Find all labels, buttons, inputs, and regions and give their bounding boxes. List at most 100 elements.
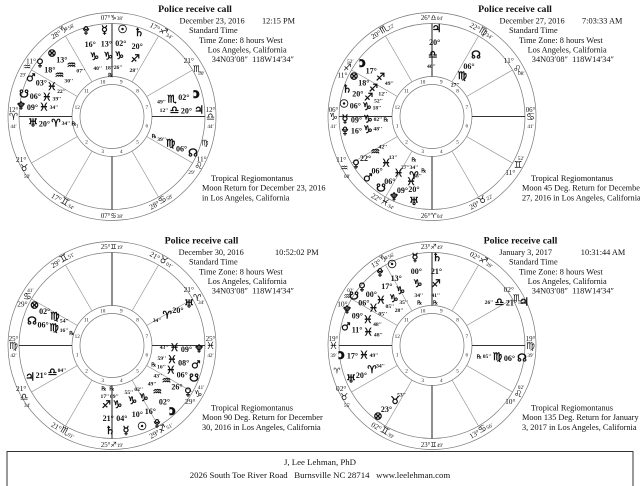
svg-text:13'′: 13'′	[389, 155, 398, 161]
svg-text:Standard Time: Standard Time	[189, 257, 238, 266]
svg-text:19°: 19°	[526, 336, 536, 343]
svg-text:7: 7	[466, 334, 469, 340]
svg-text:11°: 11°	[504, 56, 514, 65]
svg-text:♏︎: ♏︎	[193, 64, 202, 75]
svg-text:25°♐︎19′: 25°♐︎19′	[101, 441, 123, 449]
svg-text:49'′: 49'′	[148, 382, 157, 388]
svg-text:50′: 50′	[24, 174, 31, 180]
svg-text:39′: 39′	[330, 353, 336, 359]
svg-text:♆: ♆	[342, 305, 352, 317]
svg-text:26'′: 26'′	[114, 65, 123, 71]
svg-text:4: 4	[120, 378, 123, 384]
svg-text:℞: ℞	[69, 330, 75, 337]
svg-text:09°: 09°	[352, 311, 363, 320]
svg-text:20°: 20°	[356, 371, 367, 380]
svg-text:20°: 20°	[408, 185, 419, 194]
svg-text:20°: 20°	[172, 306, 183, 315]
svg-text:Moon Return for December 23, 2: Moon Return for December 23, 2016	[202, 184, 326, 193]
svg-text:12:15 PM: 12:15 PM	[262, 17, 296, 26]
svg-text:♐︎: ♐︎	[102, 399, 112, 411]
svg-text:07°♋︎38′: 07°♋︎38′	[101, 212, 123, 220]
svg-text:Moon 135 Deg. Return for Janua: Moon 135 Deg. Return for January	[522, 413, 639, 422]
svg-text:8: 8	[136, 318, 139, 324]
svg-text:06°: 06°	[384, 177, 395, 186]
svg-text:☿: ☿	[342, 114, 349, 126]
svg-text:3: 3	[101, 378, 104, 384]
svg-text:06°: 06°	[504, 354, 515, 363]
svg-text:09'′: 09'′	[110, 394, 119, 400]
svg-text:10°: 10°	[337, 299, 347, 308]
svg-text:☊: ☊	[188, 148, 198, 160]
svg-text:21°: 21°	[431, 267, 442, 276]
svg-text:Time Zone: 8 hours West: Time Zone: 8 hours West	[199, 267, 283, 276]
svg-text:♒︎: ♒︎	[340, 164, 349, 174]
svg-text:♅: ♅	[409, 196, 419, 208]
svg-text:06°: 06°	[371, 166, 382, 175]
svg-text:♅: ♅	[184, 299, 194, 311]
svg-text:♓︎: ♓︎	[394, 168, 403, 180]
svg-text:♈︎: ♈︎	[162, 310, 172, 322]
svg-text:10:31:44 AM: 10:31:44 AM	[581, 248, 626, 257]
svg-text:♈︎: ♈︎	[193, 293, 202, 304]
svg-text:06°: 06°	[176, 144, 187, 153]
svg-text:27, 2016 in Los Angeles, Calif: 27, 2016 in Los Angeles, California	[522, 193, 640, 202]
svg-text:⊗: ⊗	[30, 300, 39, 312]
svg-text:02°: 02°	[39, 307, 50, 316]
svg-text:7:03:33 AM: 7:03:33 AM	[582, 17, 623, 26]
svg-text:34N03′08″ 118W14′34″: 34N03′08″ 118W14′34″	[532, 55, 614, 64]
svg-text:41′: 41′	[27, 288, 34, 294]
svg-text:13°: 13°	[391, 274, 402, 283]
svg-text:♈︎: ♈︎	[409, 170, 419, 182]
svg-text:☿: ☿	[412, 252, 419, 264]
svg-text:17'′: 17'′	[101, 394, 110, 400]
svg-text:41′: 41′	[198, 385, 205, 391]
svg-text:♑︎: ♑︎	[363, 114, 373, 126]
svg-text:☊: ☊	[27, 316, 37, 328]
svg-text:8: 8	[136, 89, 139, 95]
svg-text:11°: 11°	[197, 155, 207, 164]
svg-text:55′: 55′	[518, 300, 525, 306]
svg-text:♑︎: ♑︎	[389, 293, 399, 305]
svg-text:7: 7	[146, 334, 149, 340]
svg-text:♎︎: ♎︎	[170, 106, 180, 117]
svg-text:40'′: 40'′	[93, 66, 102, 72]
svg-text:♃: ♃	[194, 105, 204, 117]
svg-text:10: 10	[100, 79, 106, 85]
svg-text:⊗: ⊗	[349, 71, 358, 83]
svg-text:♆: ♆	[16, 101, 26, 113]
svg-text:♓︎: ♓︎	[47, 81, 56, 93]
svg-text:02'′: 02'′	[134, 387, 143, 393]
svg-text:3, 2017 in Los Angeles, Califo: 3, 2017 in Los Angeles, California	[522, 423, 637, 432]
svg-text:☉︎: ☉︎	[387, 259, 397, 271]
svg-text:Time Zone: 8 hours West: Time Zone: 8 hours West	[519, 36, 603, 45]
svg-text:♉︎: ♉︎	[340, 392, 349, 403]
svg-text:♉︎: ♉︎	[20, 163, 29, 174]
svg-text:Time Zone: 8 hours West: Time Zone: 8 hours West	[519, 267, 603, 276]
svg-text:in Los Angeles, California: in Los Angeles, California	[202, 193, 290, 202]
svg-text:♐︎: ♐︎	[131, 53, 141, 65]
svg-text:12: 12	[75, 105, 81, 111]
svg-text:28'′: 28'′	[395, 308, 404, 314]
svg-text:♑︎: ♑︎	[362, 101, 372, 113]
svg-text:11°: 11°	[26, 57, 36, 66]
svg-text:06°: 06°	[526, 107, 536, 114]
svg-text:1: 1	[76, 352, 79, 358]
svg-text:30, 2016 in Los Angeles, Calif: 30, 2016 in Los Angeles, California	[202, 423, 321, 432]
svg-text:48'′: 48'′	[373, 322, 382, 328]
svg-text:℞: ℞	[383, 117, 389, 124]
svg-text:42'′: 42'′	[379, 144, 388, 150]
svg-text:26'′: 26'′	[485, 300, 494, 306]
svg-text:26°♈︎04′: 26°♈︎04′	[421, 212, 443, 220]
svg-text:00°: 00°	[411, 267, 422, 276]
svg-text:48'′: 48'′	[373, 127, 382, 133]
svg-text:11: 11	[404, 89, 409, 95]
svg-text:21°: 21°	[506, 299, 517, 308]
svg-text:Standard Time: Standard Time	[509, 257, 558, 266]
svg-text:12°: 12°	[206, 107, 216, 114]
svg-text:☉︎: ☉︎	[339, 99, 349, 111]
svg-text:54'′: 54'′	[60, 319, 69, 325]
svg-text:23°♊︎49′: 23°♊︎49′	[421, 441, 443, 449]
svg-text:11°: 11°	[336, 155, 346, 164]
svg-text:♑︎: ♑︎	[396, 285, 406, 297]
svg-text:10: 10	[420, 79, 426, 85]
